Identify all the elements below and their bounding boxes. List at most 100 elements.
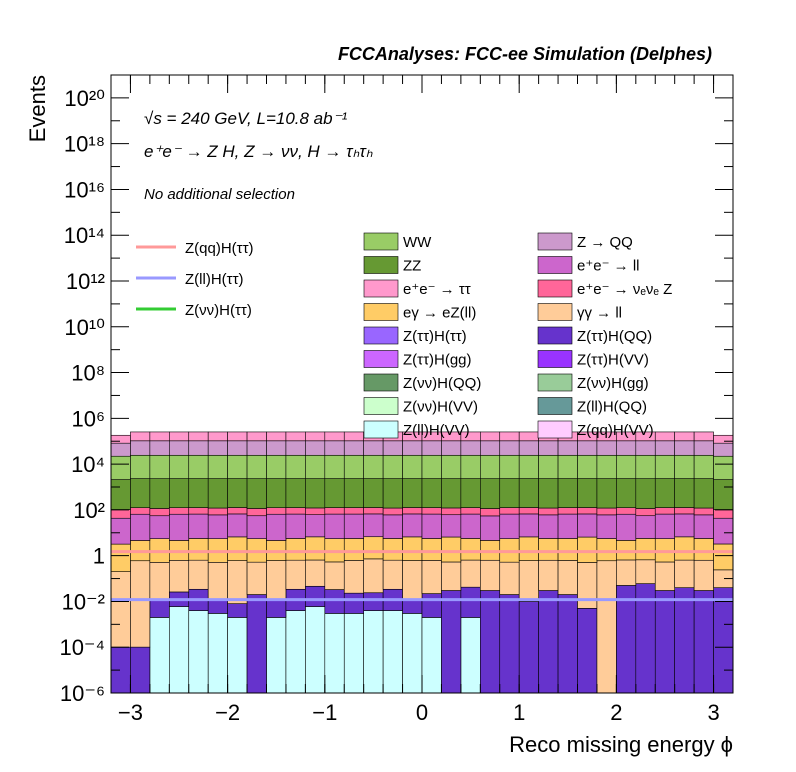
bar-10-7 [246, 454, 267, 479]
bar-11-28 [654, 440, 675, 456]
bar-12-8 [266, 431, 287, 442]
y-tick-label-10: 10¹⁴ [64, 223, 105, 248]
bar-10-15 [402, 454, 423, 479]
y-tick-label-2: 10⁻² [62, 589, 105, 614]
bar-10-26 [616, 454, 637, 479]
bar-11-6 [227, 440, 248, 456]
bar-6-14 [382, 538, 403, 561]
bar-11-22 [538, 440, 559, 456]
bar-7-9 [285, 513, 306, 539]
legend-col1-label-3: eγ → eZ(ll) [403, 305, 476, 322]
bar-5-7 [246, 561, 267, 595]
bar-0-5 [207, 613, 228, 694]
bar-12-30 [693, 431, 714, 442]
bar-8-0 [110, 509, 131, 519]
bar-4-13 [363, 592, 384, 611]
bar-12-2 [149, 431, 170, 442]
bar-7-17 [441, 514, 462, 538]
legend-col2-label-7: Z(ll)H(QQ) [577, 399, 647, 416]
bar-8-13 [363, 507, 384, 515]
bar-12-20 [499, 431, 520, 442]
bar-7-27 [635, 515, 656, 539]
bar-9-20 [499, 478, 520, 508]
bar-7-4 [188, 513, 209, 539]
bar-6-29 [674, 536, 695, 561]
bar-10-13 [363, 454, 384, 479]
bar-4-1 [130, 646, 151, 694]
y-tick-label-9: 10¹² [66, 269, 105, 294]
bar-7-26 [616, 513, 637, 541]
bar-7-10 [305, 514, 326, 538]
bar-9-6 [227, 478, 248, 508]
y-tick-label-8: 10¹⁰ [64, 315, 105, 340]
legend-col1-label-6: Z(νν)H(QQ) [403, 375, 481, 392]
bar-9-21 [518, 478, 539, 508]
bar-12-12 [343, 431, 364, 442]
legend-col2-swatch-2 [537, 279, 573, 298]
bar-4-12 [343, 592, 364, 614]
bar-7-7 [246, 515, 267, 539]
bar-9-18 [460, 478, 481, 508]
bar-7-19 [480, 515, 501, 541]
legend-col1-label-7: Z(νν)H(VV) [403, 399, 478, 416]
bar-4-10 [305, 585, 326, 607]
bar-8-7 [246, 508, 267, 517]
bar-12-4 [188, 431, 209, 442]
y-tick-label-13: 10²⁰ [64, 86, 105, 111]
bar-9-5 [207, 478, 228, 509]
bar-11-18 [460, 440, 481, 456]
bar-9-28 [654, 478, 675, 508]
legend-col2-label-1: e⁺e⁻ → ll [577, 258, 640, 275]
bar-11-1 [130, 440, 151, 456]
bar-4-17 [441, 590, 462, 694]
y-tick-label-11: 10¹⁶ [64, 177, 105, 202]
bar-8-27 [635, 508, 656, 517]
bar-4-8 [266, 599, 287, 618]
bar-9-11 [324, 478, 345, 508]
bar-9-10 [305, 478, 326, 509]
bar-11-8 [266, 440, 287, 456]
bar-4-11 [324, 589, 345, 614]
bar-6-22 [538, 538, 559, 561]
bar-8-9 [285, 507, 306, 515]
signal-lines [111, 550, 733, 602]
bar-5-19 [480, 559, 501, 591]
bar-4-28 [654, 590, 675, 694]
y-tick-label-4: 10² [73, 498, 105, 523]
bar-5-23 [557, 560, 578, 595]
bar-12-31 [713, 434, 734, 444]
bar-7-1 [130, 513, 151, 541]
y-tick-label-7: 10⁸ [71, 361, 105, 386]
bar-8-15 [402, 507, 423, 515]
bar-7-30 [693, 514, 714, 539]
legend-col1-label-5: Z(ττ)H(gg) [403, 352, 472, 369]
bar-8-10 [305, 507, 326, 515]
axis-tick-labels: −3 −2 −1 0 1 2 3 10⁻⁶ 10⁻⁴ 10⁻² 1 10² 10⁴ 10⁶ 10⁸ 10¹⁰ 1… [59, 86, 719, 725]
bar-9-3 [169, 478, 190, 509]
bar-11-13 [363, 440, 384, 456]
bar-8-4 [188, 507, 209, 515]
bar-4-2 [149, 599, 170, 618]
legend-col2-swatch-7 [537, 397, 573, 415]
bar-12-29 [674, 431, 695, 442]
bar-7-13 [363, 513, 384, 538]
bar-10-1 [130, 454, 151, 479]
legend-col2-swatch-5 [537, 350, 573, 368]
bar-11-14 [382, 440, 403, 456]
legend-col2-swatch-0 [537, 232, 573, 251]
bar-4-7 [246, 594, 267, 694]
bar-10-30 [693, 454, 714, 479]
bar-5-5 [207, 562, 228, 600]
bar-6-16 [421, 538, 442, 561]
legend-col2-label-4: Z(ττ)H(QQ) [577, 328, 652, 345]
legend-col2-swatch-3 [537, 303, 573, 321]
legend-col1-swatch-1 [363, 256, 399, 274]
bar-5-2 [149, 562, 170, 600]
bar-11-16 [421, 440, 442, 456]
legend-col1-label-8: Z(ll)H(VV) [403, 422, 470, 439]
bar-9-12 [343, 478, 364, 508]
bar-6-15 [402, 536, 423, 561]
bar-9-29 [674, 478, 695, 508]
bar-5-9 [285, 559, 306, 590]
bar-9-30 [693, 478, 714, 509]
